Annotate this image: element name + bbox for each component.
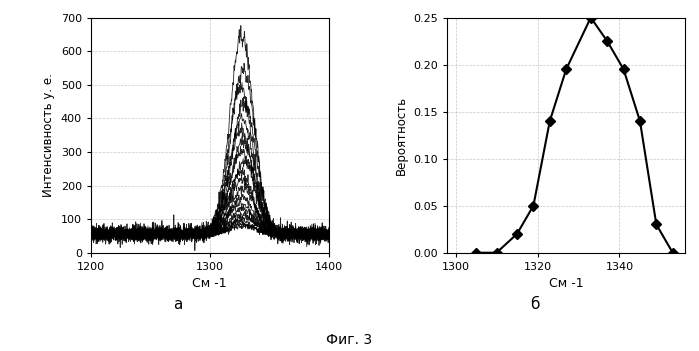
Text: б: б — [530, 297, 540, 312]
X-axis label: См -1: См -1 — [192, 277, 227, 290]
X-axis label: См -1: См -1 — [549, 277, 584, 290]
Text: а: а — [173, 297, 183, 312]
Text: Фиг. 3: Фиг. 3 — [326, 333, 373, 347]
Y-axis label: Вероятность: Вероятность — [395, 95, 408, 175]
Y-axis label: Интенсивность у. е.: Интенсивность у. е. — [42, 73, 55, 197]
